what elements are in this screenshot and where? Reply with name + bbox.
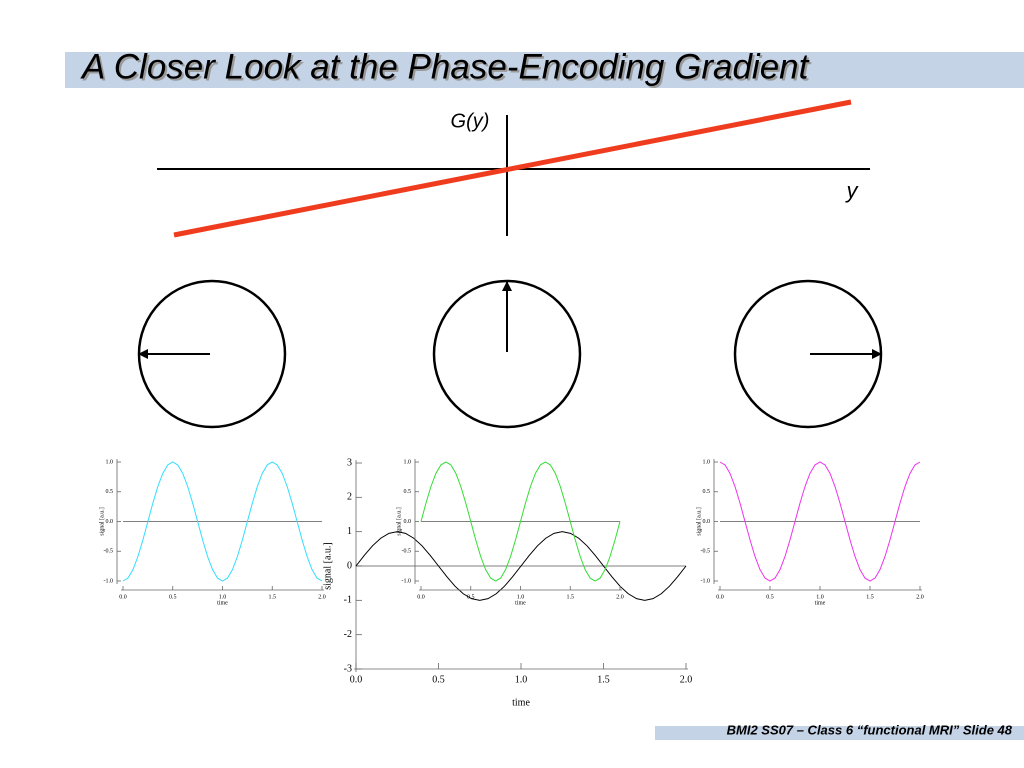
y-tick-label: 0.0 [404,519,412,525]
x-tick-label: 0.5 [432,674,445,685]
title: A Closer Look at the Phase-Encoding Grad… [80,47,810,86]
x-axis-label: time [512,697,530,708]
x-tick-label: 0.0 [350,674,363,685]
x-tick-label: 2.0 [318,594,326,600]
y-tick-label: -0.5 [701,549,711,555]
gradient-line [173,99,852,238]
y-tick-label: 0 [347,560,352,571]
signal-line [719,461,921,582]
title-shadow: A Closer Look at the Phase-Encoding Grad… [82,49,812,88]
title-bar [65,52,1024,88]
x-axis-label: time [815,600,826,606]
x-tick-label: 0.5 [169,594,177,600]
y-axis-label: signal [a.u.] [322,542,333,590]
x-tick-label: 1.0 [219,594,227,600]
y-tick-label: 1.0 [404,459,412,465]
axis-label: y [845,178,860,203]
y-tick-label: 3 [347,457,352,468]
x-tick-label: 0.0 [417,594,425,600]
signal-line [122,461,323,582]
x-tick-label: 2.0 [916,594,924,600]
x-tick-label: 1.5 [567,594,575,600]
x-tick-label: 1.5 [866,594,874,600]
x-tick-label: 0.5 [467,594,475,600]
x-tick-label: 1.5 [269,594,277,600]
x-tick-label: 1.5 [597,674,610,685]
charts: -1.0 -0.5 0.0 0.5 1.0 0.0 0.5 1.0 1.5 2.0 time sign… [99,457,923,708]
y-axis-label: signal [a.u.] [99,507,105,536]
y-tick-label: 1.0 [106,459,114,465]
y-tick-label: 0.5 [703,489,711,495]
x-tick-label: 0.0 [716,594,724,600]
y-tick-label: -3 [344,663,352,674]
footer-bar [655,726,1024,740]
y-tick-label: -1.0 [701,578,711,584]
x-tick-label: 1.0 [517,594,525,600]
y-tick-label: 0.0 [106,519,114,525]
plot: -1.0 -0.5 0.0 0.5 1.0 0.0 0.5 1.0 1.5 2.0 time sign… [396,459,624,606]
y-tick-label: 0.0 [703,519,711,525]
x-tick-label: 2.0 [616,594,624,600]
y-tick-label: 1 [347,526,352,537]
y-tick-label: -1.0 [402,578,412,584]
signal-line [420,461,621,582]
y-tick-label: -1 [344,595,352,606]
y-tick-label: 2 [347,492,352,503]
y-axis-label: signal [a.u.] [396,507,402,536]
y-tick-label: 0.5 [404,489,412,495]
y-tick-label: 1.0 [703,459,711,465]
plot: -3 -2 -1 0 1 2 3 0.0 0.5 1.0 1.5 2.0 time signal [a.u… [322,457,692,708]
x-axis-label: time [217,600,228,606]
plot: -1.0 -0.5 0.0 0.5 1.0 0.0 0.5 1.0 1.5 2.0 time sign… [99,459,326,606]
x-tick-label: 1.0 [515,674,528,685]
x-tick-label: 0.0 [119,594,127,600]
y-tick-label: -0.5 [402,549,412,555]
y-tick-label: -2 [344,629,352,640]
x-axis-label: time [515,600,526,606]
y-axis-label: signal [a.u.] [696,507,702,536]
y-tick-label: 0.5 [106,489,114,495]
y-tick-label: -0.5 [104,549,114,555]
x-tick-label: 0.5 [766,594,774,600]
footer: BMI2 SS07 – Class 6 “functional MRI” Sli… [727,722,1013,737]
signal-line [355,531,687,601]
plot: -1.0 -0.5 0.0 0.5 1.0 0.0 0.5 1.0 1.5 2.0 time sign… [696,459,924,606]
x-tick-label: 1.0 [816,594,824,600]
gradient-label: G(y) [451,110,490,132]
y-tick-label: -1.0 [104,578,114,584]
x-tick-label: 2.0 [680,674,693,685]
